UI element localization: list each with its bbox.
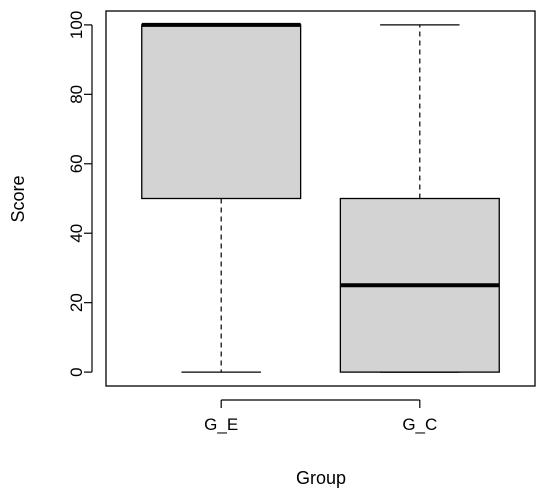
- box-G_E: [141, 22, 302, 373]
- y-tick-label: 60: [67, 154, 86, 173]
- y-tick-label: 0: [67, 367, 86, 376]
- y-axis: 0 20 40 60 80 100: [67, 11, 93, 377]
- box-G_C: [339, 24, 500, 373]
- x-axis: G_E G_C: [204, 399, 437, 434]
- y-tick-label: 40: [67, 224, 86, 243]
- x-axis-title: Group: [296, 468, 346, 488]
- y-tick-label: 100: [67, 11, 86, 39]
- y-axis-title: Score: [8, 175, 28, 222]
- x-tick-label: G_E: [204, 415, 238, 434]
- boxes: [141, 22, 500, 373]
- x-tick-label: G_C: [402, 415, 437, 434]
- iqr-box: [141, 24, 302, 200]
- y-tick-label: 80: [67, 85, 86, 104]
- plot-frame: [105, 10, 536, 387]
- y-tick-label: 20: [67, 293, 86, 312]
